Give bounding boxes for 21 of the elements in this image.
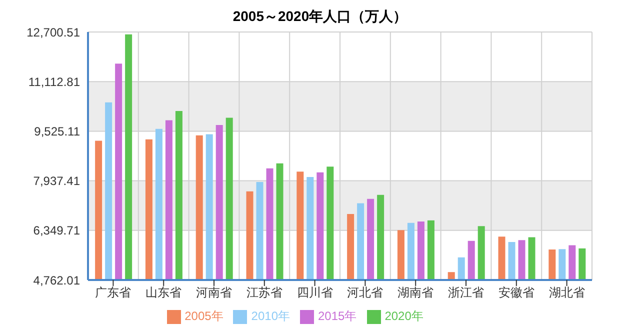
x-tick-label: 安徽省: [498, 286, 534, 300]
x-tick-label: 四川省: [296, 286, 333, 300]
y-tick-label: 4,762.01: [33, 273, 80, 288]
y-tick-label: 11,112.81: [28, 74, 80, 89]
x-tick-label: 江苏省: [246, 286, 282, 300]
x-tick-label: 河北省: [347, 286, 384, 300]
y-tick-label: 7,937.41: [33, 174, 80, 188]
x-tick-label: 湖北省: [548, 286, 585, 300]
x-tick-label: 湖南省: [398, 286, 434, 300]
x-tick-label: 山东省: [146, 286, 182, 300]
chart-title: 2005～2020年人口（万人）: [232, 8, 408, 24]
legend-label: 2005年: [184, 309, 224, 323]
y-tick-label: 6,349.71: [33, 224, 80, 238]
legend-label: 2010年: [251, 309, 290, 323]
x-tick-label: 广东省: [95, 286, 132, 300]
legend-label: 2015年: [318, 309, 357, 323]
x-tick-label: 浙江省: [448, 286, 484, 300]
y-tick-label: 9,525.11: [34, 124, 80, 138]
y-tick-label: 12,700.51: [26, 25, 80, 40]
x-tick-label: 河南省: [196, 286, 232, 300]
legend-label: 2020年: [384, 309, 424, 323]
